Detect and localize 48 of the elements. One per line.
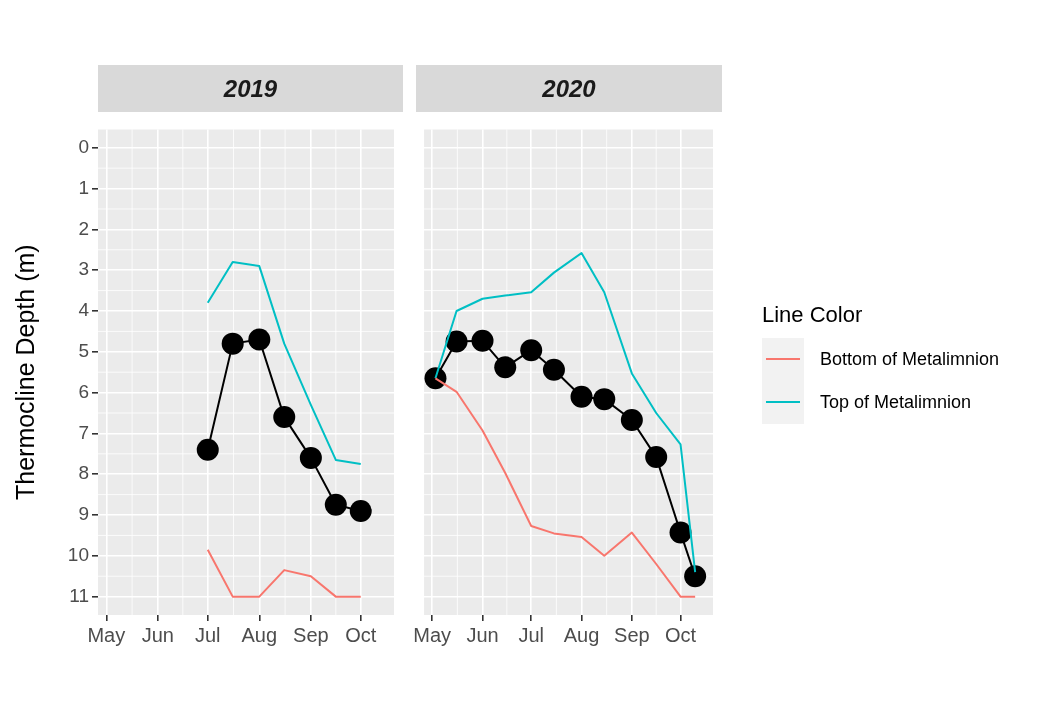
point	[542, 358, 565, 381]
x-tick-label: Jul	[518, 623, 544, 646]
x-tick-label: Sep	[293, 623, 329, 646]
x-tick-label: Oct	[664, 623, 697, 646]
point	[520, 339, 543, 362]
legend-label: Top of Metalimnion	[820, 392, 972, 413]
x-tick-label: Sep	[614, 623, 650, 646]
point	[645, 446, 668, 469]
y-tick-label: 10	[67, 544, 89, 566]
y-axis-title: Thermocline Depth (m)	[10, 244, 39, 501]
point	[669, 521, 692, 544]
point	[445, 330, 468, 353]
point	[299, 446, 322, 469]
point	[570, 385, 593, 408]
y-tick-label: 7	[78, 421, 89, 443]
point	[494, 356, 517, 379]
point	[196, 438, 219, 461]
y-tick-label: 4	[78, 299, 90, 321]
x-tick-label: Jun	[141, 623, 174, 646]
x-tick-label: Jun	[466, 623, 499, 646]
y-tick-label: 6	[78, 380, 89, 402]
chart-title: 2020	[416, 65, 722, 112]
point	[273, 406, 296, 429]
chart-title: 2019	[98, 65, 403, 112]
point	[324, 493, 347, 516]
point	[593, 388, 616, 411]
y-tick-label: 2	[78, 217, 89, 239]
y-tick-label: 1	[78, 176, 89, 198]
point	[248, 328, 271, 351]
x-tick-label: May	[413, 623, 452, 646]
point	[620, 408, 643, 431]
point	[471, 329, 494, 352]
x-tick-label: May	[87, 623, 126, 646]
x-tick-label: Aug	[241, 623, 278, 646]
x-tick-label: Jul	[194, 623, 221, 646]
legend-title: Line Color	[762, 302, 864, 328]
point	[221, 332, 244, 355]
legend-label: Bottom of Metalimnion	[820, 349, 1000, 370]
x-tick-label: Oct	[345, 623, 377, 646]
y-tick-label: 11	[69, 584, 89, 606]
y-tick-label: 0	[78, 136, 89, 157]
point	[684, 565, 707, 588]
point	[349, 499, 372, 522]
y-tick-label: 3	[78, 258, 89, 280]
y-tick-label: 8	[78, 462, 89, 484]
y-tick-label: 9	[78, 503, 89, 525]
y-tick-label: 5	[78, 340, 89, 362]
x-tick-label: Aug	[563, 623, 600, 646]
